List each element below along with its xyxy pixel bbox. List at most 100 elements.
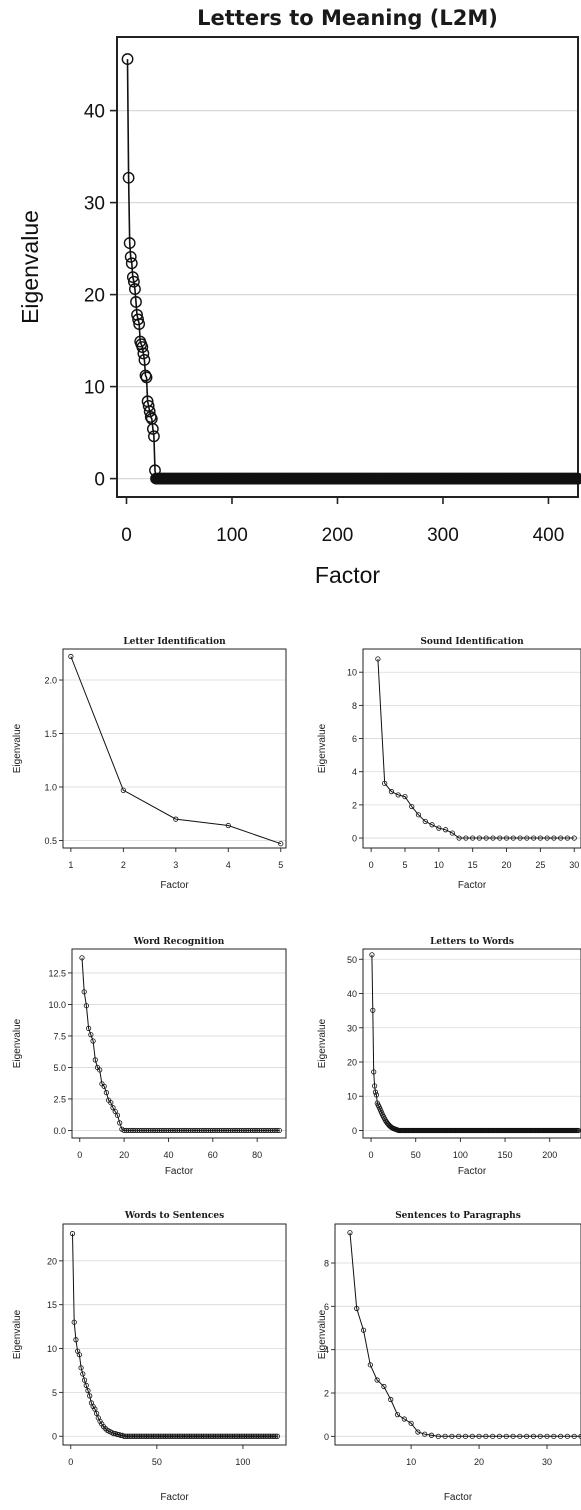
data-point [195,1433,201,1439]
data-point [137,1433,143,1439]
data-point [171,1433,177,1439]
data-point [497,835,503,841]
data-point [276,1127,282,1134]
data-point [221,1433,227,1439]
data-point [181,1433,188,1439]
data-point [242,1433,248,1439]
data-point [235,1433,241,1439]
data-point [371,1069,377,1075]
data-point [273,1433,279,1439]
data-point [73,1337,79,1343]
data-point [162,1433,169,1439]
data-point [97,1067,103,1073]
data-point [92,1057,98,1063]
y-tick-label: 30 [347,1023,357,1033]
data-point [564,1433,571,1439]
data-point [245,1433,251,1439]
data-point [469,1433,475,1439]
x-tick-label: 15 [468,860,478,870]
data-point [243,1433,249,1439]
data-point [209,1433,215,1439]
x-axis-label: Factor [315,562,381,588]
data-point [80,1371,86,1377]
y-axis-label: Eigenvalue [12,1018,23,1068]
data-point [223,1433,229,1439]
x-tick-label: 80 [252,1150,262,1160]
data-point [81,989,87,995]
data-point [254,1433,260,1439]
y-tick-label: 6 [324,1302,329,1312]
data-point [83,1382,89,1388]
data-point [402,793,408,800]
data-point [147,1433,153,1439]
plot-frame [362,648,581,849]
data-point [442,1433,448,1439]
data-point [214,1433,220,1439]
y-axis-label: Eigenvalue [317,1309,328,1359]
data-point [503,1433,509,1439]
data-point [415,1429,421,1435]
data-point [211,1433,217,1439]
data-point [225,822,231,829]
data-point [372,1089,379,1095]
data-point [71,1319,77,1325]
chart-panel: Letters to Words 0 10 20 30 40 50 0 50 100 150 200 F… [317,937,581,1177]
chart-panel: Sound Identification 0 2 4 6 8 10 0 5 10 15 20 25 30 F… [317,637,581,891]
data-point [517,835,523,841]
data-point [369,952,375,958]
y-tick-label: 30 [84,194,105,215]
data-point [128,1433,134,1439]
data-point [124,1433,131,1439]
data-point [85,1388,91,1394]
x-tick-label: 0 [121,525,132,546]
data-point [69,1231,76,1237]
y-tick-label: 20 [84,286,105,307]
x-tick-label: 25 [535,860,545,870]
data-point [367,1362,373,1368]
y-tick-label: 0.0 [53,1126,66,1136]
data-point [261,1433,267,1439]
x-tick-label: 3 [173,860,178,870]
data-point [269,1433,275,1439]
data-point [271,1433,277,1439]
data-point [68,653,74,660]
data-point [259,1433,265,1439]
data-point [146,423,159,435]
data-point [428,1432,435,1438]
y-tick-label: 12.5 [48,968,66,978]
data-point [388,789,395,795]
data-point [110,1105,116,1111]
data-point [76,1352,82,1358]
data-point [374,1377,380,1383]
data-point [233,1433,239,1439]
y-tick-label: 1.5 [44,729,57,739]
data-point [449,830,455,836]
y-tick-label: 8 [324,1259,329,1269]
chart-panel: Word Recognition 0.0 2.5 5.0 7.5 10.0 12.5 0 20 4… [12,937,287,1177]
chart-title: Letter Identification [123,637,226,647]
data-point [164,1433,170,1439]
x-tick-label: 300 [427,525,459,546]
y-axis-label: Eigenvalue [317,723,328,773]
data-point [174,1433,181,1439]
data-point [125,257,138,270]
data-point [111,1430,117,1437]
x-tick-label: 5 [278,860,283,870]
data-point [87,1393,93,1399]
x-axis-label: Factor [458,880,487,891]
data-point [262,1433,268,1439]
data-point [449,1433,455,1439]
data-point [149,1433,155,1439]
x-tick-label: 50 [152,1457,162,1467]
data-point [97,1418,103,1424]
x-axis-label: Factor [444,1492,473,1503]
data-point [197,1433,203,1439]
x-tick-label: 0 [77,1150,82,1160]
data-point [199,1433,205,1439]
data-point [130,296,142,308]
data-point [370,1007,376,1013]
plot-frame [362,948,581,1139]
data-point [537,1433,543,1439]
data-point [145,1433,151,1439]
y-tick-label: 10 [347,668,357,678]
